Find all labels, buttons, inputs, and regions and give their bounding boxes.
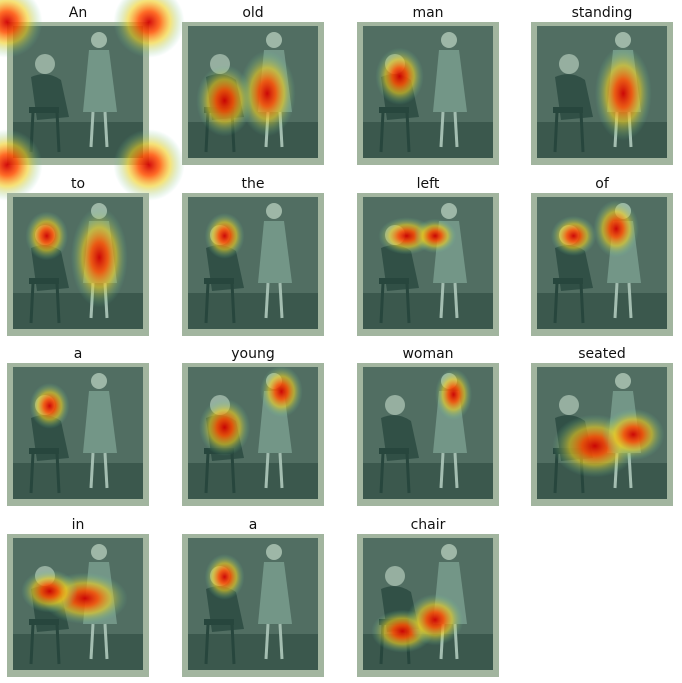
photo — [355, 361, 501, 508]
panel-title: young — [231, 346, 274, 362]
attention-panel — [355, 191, 501, 338]
panel-title: in — [72, 517, 85, 533]
heatmap-blob — [435, 368, 473, 421]
attention-panel — [529, 191, 675, 338]
heatmap-blob — [70, 207, 128, 308]
panel-title: the — [242, 176, 265, 192]
heatmap-blob — [406, 594, 464, 646]
heatmap-blob — [550, 215, 597, 256]
panel-title: An — [69, 5, 87, 21]
heatmap-blob — [0, 129, 43, 201]
heatmap-blob — [25, 211, 69, 261]
heatmap-blob — [594, 46, 652, 141]
heatmap-blob — [204, 213, 245, 259]
photo — [5, 361, 151, 508]
panel-title: to — [71, 176, 85, 192]
attention-panel — [355, 532, 501, 679]
attention-panel — [529, 20, 675, 167]
attention-panel — [5, 361, 151, 508]
heatmap-blob — [113, 0, 185, 58]
heatmap-blob — [196, 64, 253, 137]
heatmap-blob — [29, 383, 70, 429]
attention-panel — [180, 532, 326, 679]
heatmap-blob — [413, 218, 457, 254]
attention-panel — [0, 0, 185, 201]
panel-title: standing — [572, 5, 633, 21]
photo — [180, 191, 326, 338]
photo — [355, 191, 501, 338]
panel-title: of — [595, 176, 610, 192]
heatmap-blob — [199, 398, 251, 456]
heatmap-blob — [602, 408, 665, 461]
attention-panel — [180, 361, 326, 508]
heatmap-blob — [113, 129, 185, 201]
attention-panel — [180, 191, 326, 338]
panel-title: a — [74, 346, 83, 362]
attention-panel — [355, 20, 501, 167]
heatmap-blob — [0, 0, 43, 58]
panel-title: left — [417, 176, 440, 192]
attention-panel — [5, 191, 151, 338]
panel-title: seated — [578, 346, 625, 362]
panel-title: chair — [411, 517, 446, 533]
heatmap-blob — [375, 47, 424, 105]
heatmap-blob — [238, 50, 296, 137]
attention-panel — [5, 532, 151, 679]
panel-title: woman — [402, 346, 453, 362]
heatmap-blob — [21, 569, 79, 613]
panel-title: man — [412, 5, 443, 21]
heatmap-blob — [204, 554, 245, 600]
attention-panel — [355, 361, 501, 508]
photo — [355, 20, 501, 167]
panel-title: old — [242, 5, 263, 21]
heatmap-blob — [260, 365, 303, 418]
heatmap-blob — [593, 200, 639, 258]
panel-title: a — [249, 517, 258, 533]
attention-panel — [180, 20, 326, 167]
attention-panel — [529, 361, 675, 508]
photo — [180, 532, 326, 679]
